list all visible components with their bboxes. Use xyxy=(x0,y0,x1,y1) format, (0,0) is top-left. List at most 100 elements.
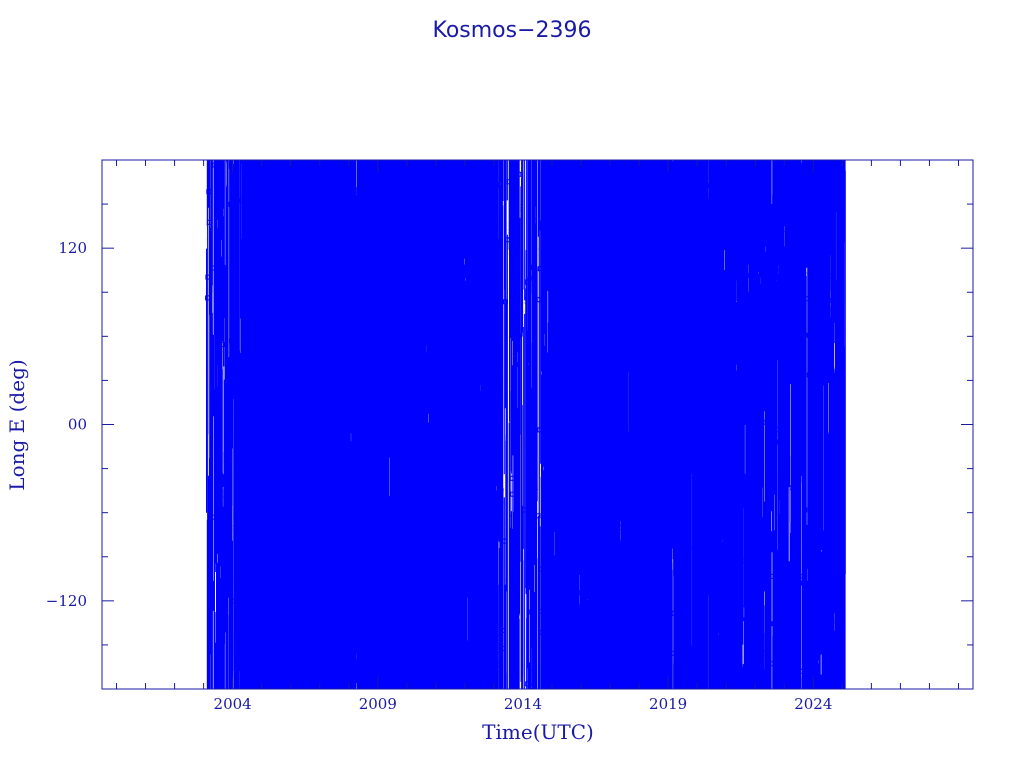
data-point-marker xyxy=(273,321,279,327)
data-point-marker xyxy=(648,437,654,443)
data-point-marker xyxy=(444,333,450,339)
data-point-marker xyxy=(501,538,507,544)
data-point-marker xyxy=(736,565,742,570)
data-point-marker xyxy=(677,211,683,217)
data-point-marker xyxy=(792,556,798,562)
data-point-marker xyxy=(400,648,406,654)
data-point-marker xyxy=(228,201,234,207)
data-point-marker xyxy=(678,315,684,320)
data-point-marker xyxy=(550,490,555,496)
data-point-marker xyxy=(285,598,291,604)
data-point-marker xyxy=(261,354,267,359)
data-point-marker xyxy=(342,473,348,479)
data-point-marker xyxy=(494,182,499,188)
data-point-marker xyxy=(320,628,326,634)
data-point-marker xyxy=(257,195,263,201)
data-point-marker xyxy=(753,369,759,375)
data-point-marker xyxy=(722,604,728,610)
data-point-marker xyxy=(626,681,632,687)
data-point-marker xyxy=(628,247,634,253)
data-point-marker xyxy=(441,525,447,531)
data-point-marker xyxy=(473,189,479,195)
data-point-marker xyxy=(771,621,777,627)
data-point-marker xyxy=(744,272,750,278)
data-point-marker xyxy=(595,667,600,673)
data-point-marker xyxy=(647,321,652,327)
data-point-marker xyxy=(591,427,596,433)
data-point-marker xyxy=(490,177,496,183)
data-point-marker xyxy=(723,333,729,339)
data-point-marker xyxy=(592,320,598,326)
data-point-marker xyxy=(743,242,749,248)
data-point-marker xyxy=(555,238,561,244)
data-point-marker xyxy=(343,183,349,189)
data-point-marker xyxy=(624,447,630,453)
data-point-marker xyxy=(707,559,713,565)
data-point-marker xyxy=(205,274,211,280)
data-point-marker xyxy=(277,255,283,261)
data-point-marker xyxy=(396,287,402,293)
data-point-marker xyxy=(544,594,550,599)
data-point-marker xyxy=(811,232,817,238)
data-point-marker xyxy=(461,546,467,552)
data-point-marker xyxy=(239,277,245,282)
data-point-marker xyxy=(247,605,253,610)
data-point-marker xyxy=(625,199,631,205)
data-point-marker xyxy=(586,268,592,273)
x-tick-label: 2014 xyxy=(504,695,542,713)
data-point-marker xyxy=(494,241,499,247)
data-point-marker xyxy=(537,266,543,272)
data-point-marker xyxy=(407,574,413,580)
data-point-marker xyxy=(644,457,650,463)
data-point-marker xyxy=(330,195,336,201)
data-point-marker xyxy=(758,173,764,179)
data-point-marker xyxy=(250,414,256,420)
data-point-marker xyxy=(258,272,264,278)
data-point-marker xyxy=(437,537,443,543)
data-point-marker xyxy=(353,191,359,197)
data-point-marker xyxy=(615,580,620,586)
data-point-marker xyxy=(626,593,631,599)
data-point-marker xyxy=(493,649,499,655)
data-point-marker xyxy=(302,387,308,393)
data-point-marker xyxy=(554,325,560,331)
data-point-marker xyxy=(612,583,618,589)
data-point-marker xyxy=(432,587,438,592)
data-point-marker xyxy=(487,672,493,677)
data-point-marker xyxy=(596,402,602,408)
data-point-marker xyxy=(374,309,380,315)
data-point-marker xyxy=(336,275,342,281)
data-point-marker xyxy=(542,278,547,284)
data-point-marker xyxy=(255,584,261,590)
data-point-marker xyxy=(671,650,677,656)
data-point-marker xyxy=(336,437,342,443)
data-point-marker xyxy=(699,258,705,264)
data-point-marker xyxy=(744,654,750,660)
data-point-marker xyxy=(656,554,662,560)
data-point-marker xyxy=(727,616,733,622)
data-point-marker xyxy=(671,390,676,396)
data-point-marker xyxy=(769,573,775,579)
data-point-marker xyxy=(305,343,311,349)
data-point-marker xyxy=(729,171,734,177)
data-point-marker xyxy=(309,383,315,389)
data-point-marker xyxy=(616,550,622,556)
data-point-marker xyxy=(288,645,294,651)
data-point-marker xyxy=(342,637,347,643)
data-point-marker xyxy=(364,334,370,339)
data-point-marker xyxy=(576,193,582,199)
data-point-marker xyxy=(535,513,541,519)
data-point-marker xyxy=(550,623,556,629)
data-point-marker xyxy=(391,457,397,463)
data-point-marker xyxy=(366,508,372,514)
data-point-marker xyxy=(590,654,596,659)
data-point-marker xyxy=(510,205,516,210)
data-point-marker xyxy=(413,498,419,503)
data-point-marker xyxy=(294,431,300,437)
data-point-marker xyxy=(283,487,289,493)
data-point-marker xyxy=(744,180,750,186)
data-point-marker xyxy=(495,662,500,668)
data-point-marker xyxy=(289,590,295,596)
data-point-marker xyxy=(698,469,704,475)
data-point-marker xyxy=(218,536,224,542)
